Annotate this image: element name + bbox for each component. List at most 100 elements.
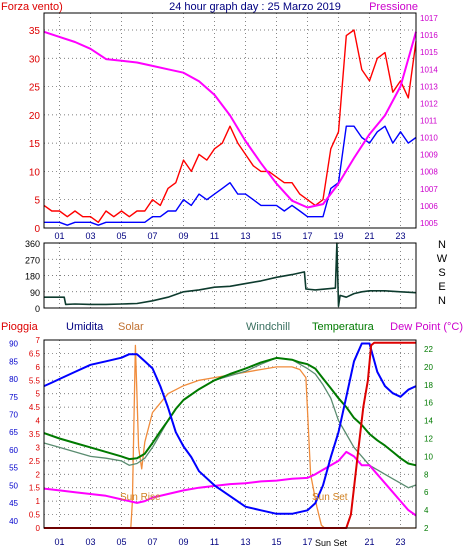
climate-time-tick: 09: [178, 537, 188, 547]
pressure-tick: 1008: [420, 168, 438, 177]
rain-tick: 6.5: [29, 349, 41, 358]
dewpoint-line: [43, 450, 417, 517]
climate-time-tick: 05: [116, 537, 126, 547]
rain-tick: 6: [36, 363, 41, 372]
sunset-axis-label: Sun Set: [315, 538, 348, 548]
humidity-tick: 40: [9, 517, 18, 526]
wind-time-tick: 05: [116, 231, 126, 241]
pressure-tick: 1006: [420, 202, 438, 211]
temperature-tick: 6: [424, 488, 429, 497]
rain-tick: 5: [36, 390, 41, 399]
wind-speed-tick: 30: [29, 54, 41, 65]
rain-tick: 2: [36, 470, 41, 479]
humidity-tick: 75: [9, 393, 18, 402]
temperature-tick: 22: [424, 345, 433, 354]
wind-plot-frame: [43, 12, 417, 229]
chart-title: 24 hour graph day : 25 Marzo 2019: [169, 1, 341, 13]
pressure-ticks: 1005 1006 1007 1008 1009 1010 1011 1012 1013 1014…: [420, 14, 438, 228]
wind-time-tick: 01: [54, 231, 64, 241]
humidity-tick: 85: [9, 357, 18, 366]
wind-speed-ticks: 0 5 10 15 20 25 30 35: [29, 26, 41, 235]
wind-time-tick: 11: [210, 231, 219, 241]
direction-degree-ticks: 0 90 180 270 360: [25, 239, 40, 314]
wind-pressure-series: [43, 29, 417, 226]
temperature-line: [43, 356, 417, 467]
climate-plot-frame: [43, 339, 417, 529]
sunset-label: Sun Set: [312, 492, 348, 503]
humidity-title: Umidita: [66, 321, 104, 333]
pressure-axis-title: Pressione: [369, 1, 418, 13]
rain-tick: 3.5: [29, 430, 41, 439]
dewpoint-title: Dew Point (°C): [390, 321, 463, 333]
direction-degree-tick: 270: [25, 255, 40, 265]
temperature-tick: 12: [424, 434, 433, 443]
humidity-tick: 65: [9, 428, 18, 437]
humidity-tick: 45: [9, 499, 18, 508]
pressure-tick: 1005: [420, 219, 438, 228]
rain-tick: 0.5: [29, 511, 41, 520]
rain-tick: 7: [36, 336, 41, 345]
wind-speed-tick: 5: [34, 196, 40, 207]
climate-time-tick: 23: [395, 537, 405, 547]
wind-speed-tick: 10: [29, 167, 41, 178]
climate-time-tick: 13: [240, 537, 250, 547]
wind-speed-tick: 15: [29, 139, 41, 150]
climate-time-tick: 03: [85, 537, 95, 547]
climate-time-tick: 07: [147, 537, 157, 547]
direction-degree-tick: 90: [30, 288, 40, 298]
rain-tick: 5.5: [29, 376, 41, 385]
rain-line: [44, 341, 416, 529]
wind-gust-line: [43, 29, 417, 224]
wind-speed-tick: 25: [29, 83, 41, 94]
pressure-tick: 1011: [420, 117, 438, 126]
pressure-tick: 1007: [420, 185, 438, 194]
humidity-tick: 70: [9, 410, 18, 419]
humidity-tick: 80: [9, 375, 18, 384]
rain-axis-title: Pioggia: [1, 321, 39, 333]
direction-plot-frame: [43, 242, 417, 309]
wind-direction-line: [44, 242, 417, 308]
wind-speed-tick: 35: [29, 26, 41, 37]
solar-title: Solar: [118, 321, 144, 333]
temperature-title: Temperatura: [312, 321, 375, 333]
temperature-tick: 18: [424, 381, 433, 390]
wind-time-tick: 03: [85, 231, 95, 241]
climate-time-tick: 01: [54, 537, 64, 547]
direction-degree-tick: 360: [25, 239, 40, 249]
wind-average-line: [44, 125, 417, 226]
pressure-tick: 1013: [420, 82, 438, 91]
direction-series: [44, 242, 417, 308]
direction-degree-tick: 0: [35, 304, 40, 314]
compass-label: N: [438, 239, 446, 251]
humidity-tick: 90: [9, 340, 18, 349]
climate-time-tick: 11: [210, 537, 219, 547]
compass-label: N: [438, 295, 446, 307]
wind-time-tick: 21: [364, 231, 374, 241]
temperature-tick: 2: [424, 524, 429, 533]
humidity-line: [43, 342, 417, 515]
wind-time-ticks: 01 03 05 07 09 11 13 15 17 19 21 23: [54, 231, 405, 241]
wind-speed-tick: 0: [34, 224, 40, 235]
climate-time-ticks: 01 03 05 07 09 11 13 15 17 21 23: [54, 537, 405, 547]
sunrise-label: Sun Rise: [120, 492, 161, 503]
pressure-tick: 1016: [420, 31, 438, 40]
climate-time-tick: 21: [364, 537, 374, 547]
climate-time-tick: 17: [302, 537, 312, 547]
pressure-line: [43, 30, 417, 209]
temperature-tick: 14: [424, 417, 433, 426]
pressure-tick: 1015: [420, 48, 438, 57]
wind-axis-title: Forza vento): [1, 1, 63, 13]
climate-time-tick: 15: [271, 537, 281, 547]
wind-time-tick: 15: [271, 231, 281, 241]
pressure-tick: 1010: [420, 134, 438, 143]
wind-speed-tick: 20: [29, 111, 41, 122]
pressure-tick: 1012: [420, 99, 438, 108]
humidity-ticks: 40 45 50 55 60 65 70 75 80 85 90: [9, 340, 18, 526]
rain-tick: 2.5: [29, 457, 41, 466]
humidity-tick: 60: [9, 446, 18, 455]
humidity-tick: 50: [9, 481, 18, 490]
compass-label: S: [438, 267, 445, 279]
wind-pressure-chart: Forza vento) 24 hour graph day : 25 Marz…: [1, 1, 438, 241]
